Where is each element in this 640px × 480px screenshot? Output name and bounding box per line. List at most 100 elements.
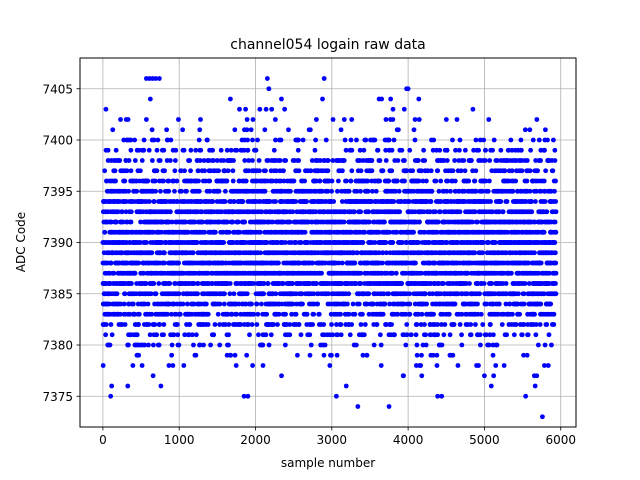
data-point	[157, 158, 163, 163]
data-point	[178, 168, 184, 174]
data-point	[369, 168, 375, 174]
data-point	[221, 158, 227, 163]
data-point	[467, 281, 472, 286]
data-point	[224, 219, 230, 225]
data-point	[364, 352, 370, 358]
data-point	[223, 322, 228, 327]
data-point	[266, 342, 272, 348]
data-point	[304, 199, 310, 204]
data-point	[136, 352, 142, 358]
data-point	[216, 188, 222, 194]
data-point	[161, 178, 166, 184]
data-point	[313, 137, 319, 143]
data-point	[302, 178, 308, 184]
data-point	[151, 199, 157, 204]
data-point	[262, 188, 268, 194]
data-point	[347, 332, 353, 338]
data-point	[408, 332, 414, 338]
data-point	[278, 137, 284, 143]
data-point	[338, 311, 343, 317]
data-point	[132, 137, 138, 143]
data-point	[145, 178, 151, 184]
data-point	[141, 270, 146, 276]
data-point	[128, 219, 134, 225]
data-point	[419, 352, 424, 358]
data-point	[283, 311, 288, 317]
data-point	[470, 106, 476, 112]
data-point	[128, 137, 134, 143]
data-point	[296, 168, 302, 174]
data-point	[448, 188, 453, 194]
data-point	[316, 311, 322, 317]
data-point	[166, 363, 172, 368]
data-point	[184, 301, 190, 307]
data-point	[452, 301, 458, 307]
data-point	[149, 158, 155, 163]
data-point	[307, 332, 313, 338]
data-point	[452, 178, 458, 184]
data-point	[283, 158, 289, 163]
data-point	[227, 281, 233, 286]
data-point	[395, 127, 401, 133]
data-point	[240, 199, 246, 204]
data-point	[168, 209, 173, 215]
data-point	[162, 250, 167, 256]
data-point	[110, 127, 116, 133]
data-point	[249, 301, 254, 307]
data-point	[422, 158, 428, 163]
data-point	[169, 311, 174, 317]
data-point	[419, 373, 425, 379]
data-point	[196, 188, 202, 194]
data-point	[244, 117, 250, 122]
data-point	[329, 188, 334, 194]
data-point	[182, 168, 187, 174]
data-point	[375, 147, 381, 153]
data-point	[374, 322, 380, 327]
data-point	[334, 188, 340, 194]
data-point	[136, 147, 142, 153]
data-point	[109, 332, 115, 338]
data-point	[404, 322, 410, 327]
data-point	[307, 352, 313, 358]
data-point	[355, 404, 361, 409]
data-point	[132, 311, 138, 317]
data-point	[172, 281, 178, 286]
data-point	[459, 332, 464, 338]
data-point	[146, 147, 152, 153]
data-point	[310, 322, 315, 327]
data-point	[271, 147, 277, 153]
data-point	[122, 322, 128, 327]
data-point	[457, 322, 463, 327]
data-point	[296, 322, 302, 327]
data-point	[450, 352, 456, 358]
data-point	[166, 178, 172, 184]
data-point	[475, 219, 480, 225]
data-point	[242, 219, 248, 225]
data-point	[266, 86, 272, 92]
data-point	[431, 311, 437, 317]
data-point	[255, 137, 260, 143]
data-point	[290, 209, 296, 215]
data-point	[352, 311, 358, 317]
data-point	[210, 199, 216, 204]
data-point	[171, 332, 177, 338]
data-point	[234, 147, 240, 153]
data-point	[119, 209, 125, 215]
data-point	[130, 363, 136, 368]
data-point	[295, 352, 300, 358]
data-point	[281, 168, 286, 174]
data-point	[215, 311, 221, 317]
data-point	[247, 332, 252, 338]
data-point	[121, 301, 127, 307]
data-point	[377, 178, 383, 184]
data-point	[108, 260, 114, 266]
data-point	[177, 311, 183, 317]
data-point	[423, 178, 429, 184]
data-point	[393, 270, 399, 276]
data-point	[256, 158, 262, 163]
data-point	[365, 188, 371, 194]
data-point	[128, 209, 134, 215]
data-point	[396, 188, 402, 194]
data-point	[169, 342, 175, 348]
data-point	[167, 281, 173, 286]
